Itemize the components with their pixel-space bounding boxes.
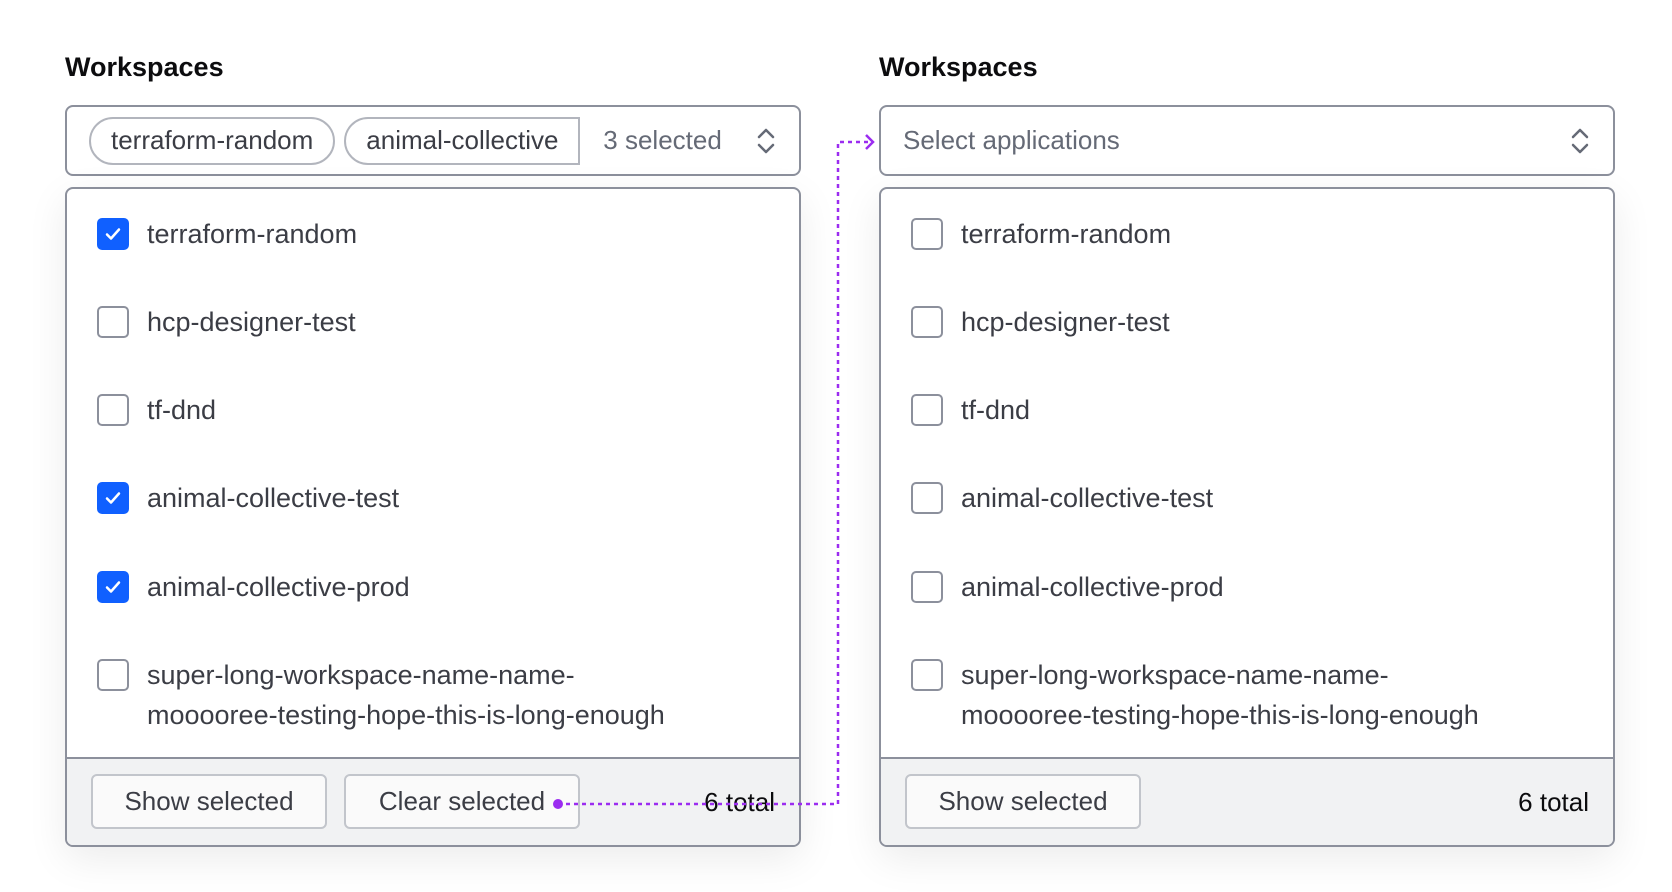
option-label: hcp-designer-test: [961, 302, 1170, 342]
option-label-text: animal-collective-prod: [961, 572, 1224, 602]
option-item[interactable]: super-long-workspace-name-name-mooooree-…: [911, 655, 1479, 735]
selected-chip[interactable]: animal-collective: [344, 116, 581, 165]
option-label-text: animal-collective-test: [961, 483, 1214, 513]
option-label-text: terraform-random: [961, 219, 1172, 249]
checkbox-unchecked[interactable]: [911, 306, 943, 338]
option-item[interactable]: super-long-workspace-name-name-mooooree-…: [97, 655, 665, 735]
checkbox-unchecked[interactable]: [911, 659, 943, 691]
clear-selected-button[interactable]: Clear selected: [344, 774, 580, 829]
option-label-text: animal-collective-test: [147, 483, 400, 513]
option-item[interactable]: animal-collective-prod: [97, 567, 410, 607]
option-item[interactable]: tf-dnd: [911, 390, 1030, 430]
multiselect-trigger[interactable]: Select applications: [879, 105, 1615, 176]
check-icon: [105, 228, 121, 240]
option-label: hcp-designer-test: [147, 302, 356, 342]
option-item[interactable]: hcp-designer-test: [97, 302, 356, 342]
option-label: tf-dnd: [961, 390, 1030, 430]
option-label: terraform-random: [147, 214, 357, 254]
option-item[interactable]: animal-collective-prod: [911, 567, 1224, 607]
arrow-icon: [865, 134, 875, 150]
option-label-text: hcp-designer-test: [147, 307, 356, 337]
show-selected-button[interactable]: Show selected: [905, 774, 1141, 829]
check-icon: [105, 581, 121, 593]
option-label-text: mooooree-testing-hope-this-is-long-enoug…: [961, 700, 1479, 730]
checkbox-unchecked[interactable]: [911, 218, 943, 250]
checkbox-checked[interactable]: [97, 482, 129, 514]
selected-chip[interactable]: terraform-random: [89, 116, 336, 165]
option-item[interactable]: terraform-random: [911, 214, 1171, 254]
option-label: animal-collective-prod: [961, 567, 1224, 607]
selected-count: 3 selected: [603, 125, 722, 155]
option-label-text: super-long-workspace-name-name-: [961, 660, 1389, 690]
option-item[interactable]: animal-collective-test: [911, 478, 1213, 518]
option-label: super-long-workspace-name-name-mooooree-…: [961, 655, 1479, 735]
connector-line: [558, 140, 873, 806]
option-label: terraform-random: [961, 214, 1171, 254]
checkbox-checked[interactable]: [97, 571, 129, 603]
chevron-up-down-icon: [757, 128, 775, 153]
option-label: super-long-workspace-name-name-mooooree-…: [147, 655, 665, 735]
total-count: 6 total: [704, 787, 775, 817]
field-label: Workspaces: [879, 52, 1038, 82]
option-label-text: hcp-designer-test: [961, 307, 1170, 337]
checkbox-unchecked[interactable]: [97, 394, 129, 426]
option-label-text: animal-collective-prod: [147, 572, 410, 602]
chevron-up-down-icon: [1571, 128, 1589, 153]
option-label: animal-collective-test: [961, 478, 1213, 518]
option-label-text: terraform-random: [147, 219, 358, 249]
total-count: 6 total: [1518, 787, 1589, 817]
dropdown-footer: Show selected 6 total: [881, 757, 1613, 845]
checkbox-checked[interactable]: [97, 218, 129, 250]
options-dropdown: terraform-random hcp-designer-test tf-dnd a…: [65, 187, 801, 847]
option-item[interactable]: hcp-designer-test: [911, 302, 1170, 342]
checkbox-unchecked[interactable]: [911, 394, 943, 426]
checkbox-unchecked[interactable]: [97, 659, 129, 691]
checkbox-unchecked[interactable]: [911, 571, 943, 603]
field-label: Workspaces: [65, 52, 224, 82]
multiselect-trigger[interactable]: terraform-random animal-collective 3 sel…: [65, 105, 801, 176]
dropdown-footer: Show selected Clear selected 6 total: [67, 757, 799, 845]
option-label-text: tf-dnd: [147, 395, 217, 425]
check-icon: [105, 492, 121, 504]
option-label-text: tf-dnd: [961, 395, 1031, 425]
option-item[interactable]: tf-dnd: [97, 390, 216, 430]
show-selected-button[interactable]: Show selected: [91, 774, 327, 829]
option-item[interactable]: animal-collective-test: [97, 478, 399, 518]
options-dropdown: terraform-random hcp-designer-test tf-dnd a…: [879, 187, 1615, 847]
checkbox-unchecked[interactable]: [97, 306, 129, 338]
checkbox-unchecked[interactable]: [911, 482, 943, 514]
option-item[interactable]: terraform-random: [97, 214, 357, 254]
placeholder-text: Select applications: [903, 125, 1120, 155]
option-label: tf-dnd: [147, 390, 216, 430]
option-label: animal-collective-prod: [147, 567, 410, 607]
option-label-text: super-long-workspace-name-name-: [147, 660, 575, 690]
option-label: animal-collective-test: [147, 478, 399, 518]
option-label-text: mooooree-testing-hope-this-is-long-enoug…: [147, 700, 665, 730]
